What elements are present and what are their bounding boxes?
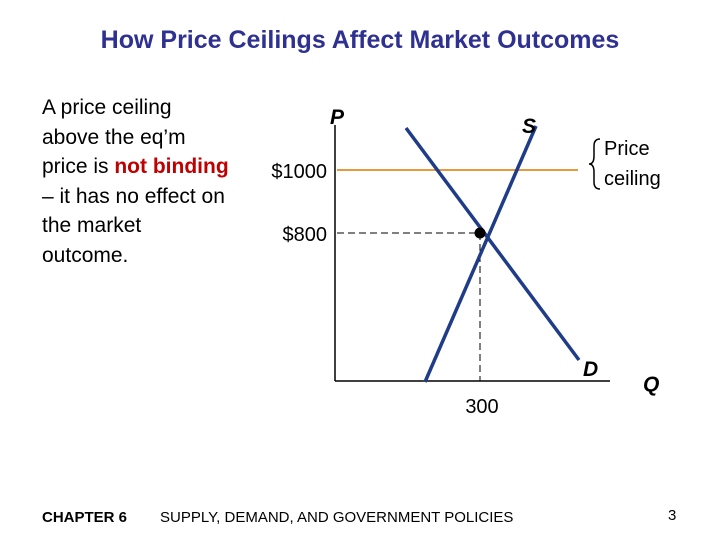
p-axis-label: P — [330, 106, 345, 129]
demand-label: D — [583, 358, 598, 381]
footer-chapter: CHAPTER 6 — [42, 509, 128, 526]
price-ceiling-label-line2: ceiling — [604, 168, 661, 190]
demand-curve — [404, 126, 581, 362]
price-ceiling-brace — [588, 138, 601, 190]
body-text-part1: A price ceiling above the eq’m price is — [42, 96, 186, 178]
page-number: 3 — [668, 507, 677, 524]
eq-price-label: $800 — [283, 224, 328, 246]
q-axis-label: Q — [643, 373, 659, 396]
ceiling-price-label: $1000 — [271, 161, 327, 183]
body-text-emphasis: not binding — [114, 155, 229, 178]
body-text: A price ceiling above the eq’m price is … — [42, 93, 232, 270]
slide-title: How Price Ceilings Affect Market Outcome… — [100, 26, 620, 54]
supply-label: S — [522, 115, 536, 138]
price-ceiling-label-line1: Price — [604, 138, 650, 160]
equilibrium-point — [474, 227, 486, 239]
supply-curve — [423, 125, 538, 383]
footer-subject: SUPPLY, DEMAND, AND GOVERNMENT POLICIES — [160, 509, 514, 526]
eq-quantity-label: 300 — [465, 396, 498, 418]
body-text-part2: – it has no effect on the market outcome… — [42, 184, 225, 267]
